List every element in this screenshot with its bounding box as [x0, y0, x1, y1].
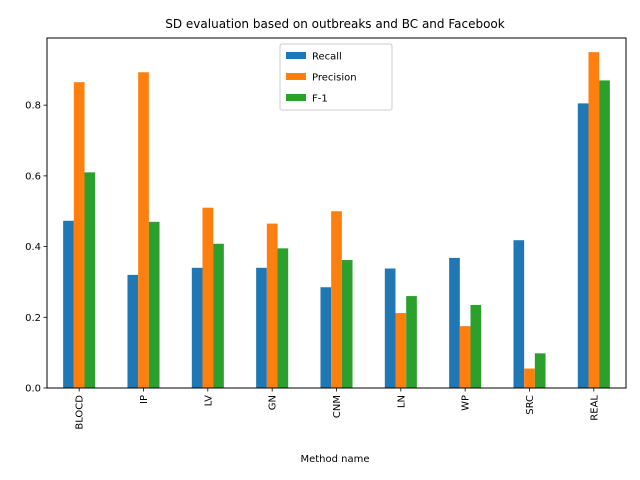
bar-f-1-ip: [148, 221, 160, 388]
y-tick-label: 0.2: [25, 313, 41, 324]
y-tick-label: 0.8: [25, 101, 41, 112]
legend-swatch: [286, 94, 306, 101]
bar-f-1-blocd: [84, 172, 96, 388]
x-tick-label: BLOCD: [75, 395, 86, 430]
legend-label: F-1: [312, 94, 328, 105]
y-tick-label: 0.6: [25, 171, 41, 182]
bar-precision-ln: [395, 313, 407, 388]
x-tick-label: LV: [203, 395, 214, 406]
bar-recall-wp: [449, 257, 460, 388]
y-tick-label: 0.0: [25, 384, 41, 395]
legend: Recall Precision F-1: [279, 43, 393, 111]
bar-recall-src: [513, 240, 525, 388]
bar-recall-lv: [191, 267, 203, 388]
bar-recall-real: [577, 103, 589, 389]
legend-label: Precision: [312, 73, 357, 84]
bar-precision-gn: [266, 223, 278, 388]
legend-swatch: [286, 73, 306, 80]
x-tick-label: REAL: [589, 395, 600, 421]
bar-f-1-ln: [406, 296, 417, 388]
bar-f-1-real: [599, 80, 610, 389]
bar-f-1-src: [534, 353, 546, 388]
bar-precision-wp: [459, 326, 471, 388]
bar-precision-ip: [138, 72, 149, 388]
x-tick-label: IP: [139, 395, 150, 404]
y-tick-label: 0.4: [25, 242, 41, 253]
bar-recall-cnm: [320, 287, 332, 388]
bar-recall-ln: [384, 268, 396, 388]
bar-precision-blocd: [73, 82, 85, 388]
chart-title: SD evaluation based on outbreaks and BC …: [165, 17, 505, 31]
bar-precision-cnm: [331, 211, 342, 388]
legend-swatch: [286, 52, 306, 59]
x-tick-label: LN: [396, 395, 407, 408]
x-tick-label: CNM: [332, 395, 343, 418]
bar-precision-lv: [202, 207, 214, 388]
legend-box: [279, 43, 393, 111]
bar-f-1-gn: [277, 248, 289, 388]
x-tick-label: GN: [268, 395, 279, 410]
plot-frame: [46, 37, 627, 389]
bar-f-1-cnm: [341, 260, 353, 388]
bar-recall-gn: [256, 267, 267, 388]
bar-recall-ip: [127, 274, 139, 388]
bar-f-1-wp: [470, 304, 482, 388]
x-tick-label: SRC: [525, 395, 536, 415]
bar-precision-real: [588, 52, 600, 388]
x-axis-label: Method name: [300, 454, 369, 465]
x-tick-label: WP: [461, 395, 472, 411]
legend-label: Recall: [312, 52, 342, 63]
bar-f-1-lv: [213, 243, 224, 388]
bar-recall-blocd: [63, 220, 74, 388]
bar-precision-src: [524, 368, 535, 388]
